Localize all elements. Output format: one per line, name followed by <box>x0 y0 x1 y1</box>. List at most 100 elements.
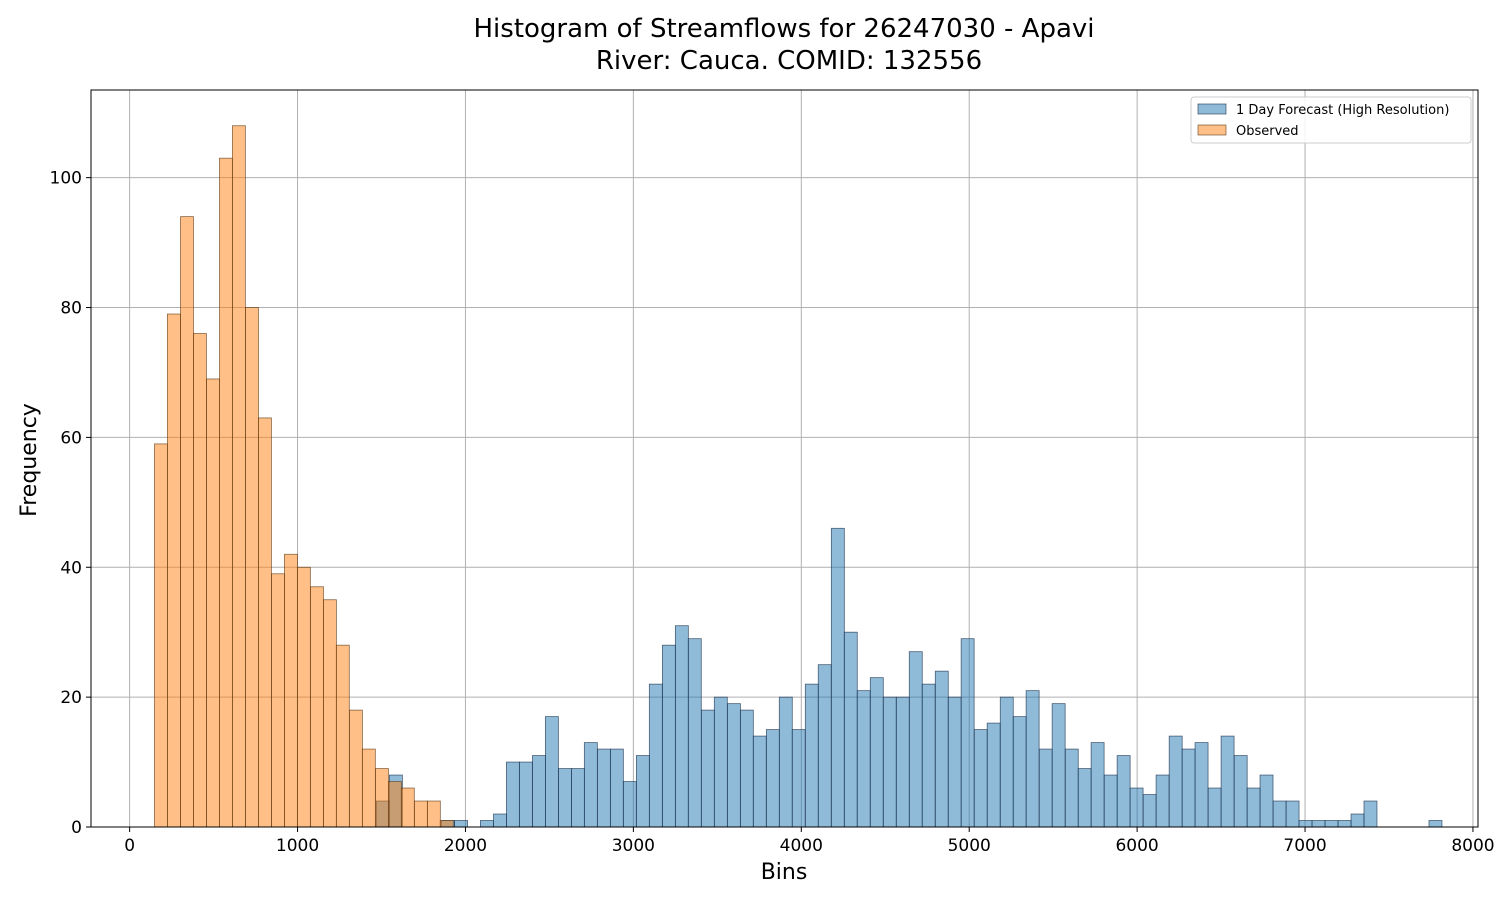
forecast-bar <box>571 768 585 828</box>
legend-box <box>1190 96 1472 144</box>
observed-bar <box>180 216 194 828</box>
legend-label-forecast: 1 Day Forecast (High Resolution) <box>1236 103 1449 118</box>
observed-bar <box>271 573 285 828</box>
observed-bar <box>335 644 350 828</box>
forecast-bar <box>882 696 897 828</box>
forecast-bar <box>1077 768 1092 828</box>
forecast-bar <box>973 729 988 828</box>
observed-bar <box>245 307 259 828</box>
forecast-bar <box>1207 787 1222 828</box>
forecast-bar <box>1129 787 1144 828</box>
observed-bar <box>154 443 168 828</box>
observed-bar <box>258 417 272 828</box>
x-tick-label: 6000 <box>1115 836 1158 856</box>
forecast-bar <box>804 683 819 828</box>
observed-bar <box>426 800 441 828</box>
forecast-bar <box>1259 774 1274 828</box>
observed-bar <box>310 586 324 828</box>
chart-title: Histogram of Streamflows for 26247030 - … <box>474 14 1095 44</box>
x-tick-label: 8000 <box>1451 836 1494 856</box>
observed-bar <box>414 800 428 828</box>
forecast-bar <box>687 638 702 828</box>
forecast-bar <box>1272 800 1287 828</box>
forecast-bar <box>1350 813 1365 828</box>
observed-bar <box>375 768 389 828</box>
forecast-bar <box>493 813 507 828</box>
forecast-bar <box>986 722 1001 828</box>
observed-bar <box>322 599 337 828</box>
forecast-bar <box>1298 820 1313 828</box>
observed-bar <box>361 748 376 828</box>
forecast-bar <box>1220 735 1235 828</box>
forecast-bars <box>376 527 1443 828</box>
forecast-bar <box>622 781 637 828</box>
forecast-bar <box>869 677 884 828</box>
x-tick-label: 3000 <box>612 836 655 856</box>
legend-label-observed: Observed <box>1236 124 1299 139</box>
observed-bar <box>206 378 220 828</box>
forecast-bar <box>674 625 689 828</box>
observed-bar <box>193 333 207 828</box>
forecast-bar <box>635 755 650 828</box>
forecast-bar <box>1246 787 1261 828</box>
y-tick-label: 40 <box>60 558 82 578</box>
forecast-bar <box>752 735 767 828</box>
forecast-bar <box>609 748 624 828</box>
forecast-bar <box>1025 690 1040 828</box>
forecast-bar <box>506 761 520 828</box>
legend-swatch-observed <box>1197 124 1227 136</box>
forecast-bar <box>921 683 936 828</box>
y-tick-label: 20 <box>60 688 82 708</box>
forecast-bar <box>518 761 533 828</box>
forecast-bar <box>662 644 676 828</box>
forecast-bar <box>1194 742 1209 828</box>
forecast-bar <box>908 651 923 828</box>
x-tick-label: 7000 <box>1283 836 1326 856</box>
forecast-bar <box>765 729 780 828</box>
forecast-bar <box>1363 800 1378 828</box>
forecast-bar <box>532 755 546 828</box>
forecast-bar <box>1064 748 1079 828</box>
forecast-bar <box>1337 820 1352 828</box>
forecast-bar <box>778 696 793 828</box>
y-tick-label: 0 <box>71 818 82 838</box>
forecast-bar <box>1103 774 1118 828</box>
forecast-bar <box>947 696 962 828</box>
observed-bar <box>349 709 363 828</box>
observed-bar <box>387 781 402 828</box>
observed-bar <box>219 157 233 828</box>
forecast-bar <box>817 664 832 828</box>
forecast-bar <box>999 696 1014 828</box>
x-tick-label: 4000 <box>780 836 823 856</box>
forecast-bar <box>1142 794 1157 828</box>
x-tick-label: 0 <box>124 836 135 856</box>
observed-bar <box>400 787 415 828</box>
forecast-bar <box>1168 735 1183 828</box>
y-tick-label: 80 <box>60 299 82 319</box>
axis-ticks: 0 1000 2000 3000 4000 5000 6000 7000 8000 0 20 40 60… <box>50 169 1495 856</box>
observed-bar <box>167 313 181 828</box>
observed-bar <box>284 553 298 828</box>
forecast-bar <box>856 690 871 828</box>
observed-bar <box>231 125 246 828</box>
forecast-bar <box>1090 742 1105 828</box>
forecast-bar <box>934 670 949 828</box>
forecast-bar <box>1155 774 1170 828</box>
forecast-bar <box>558 768 572 828</box>
forecast-bar <box>1428 820 1443 828</box>
forecast-bar <box>454 820 468 828</box>
forecast-bar <box>1233 755 1248 828</box>
chart-subtitle: River: Cauca. COMID: 132556 <box>596 46 982 76</box>
plot-frame <box>90 89 1479 828</box>
legend: 1 Day Forecast (High Resolution) Observe… <box>1190 96 1472 144</box>
forecast-bar <box>830 527 845 828</box>
x-tick-label: 1000 <box>276 836 319 856</box>
forecast-bar <box>791 729 806 828</box>
x-tick-label: 5000 <box>948 836 991 856</box>
forecast-bar <box>1051 703 1066 828</box>
forecast-bar <box>583 742 598 828</box>
x-tick-label: 2000 <box>444 836 487 856</box>
forecast-bar <box>1181 748 1196 828</box>
forecast-bar <box>597 748 611 828</box>
